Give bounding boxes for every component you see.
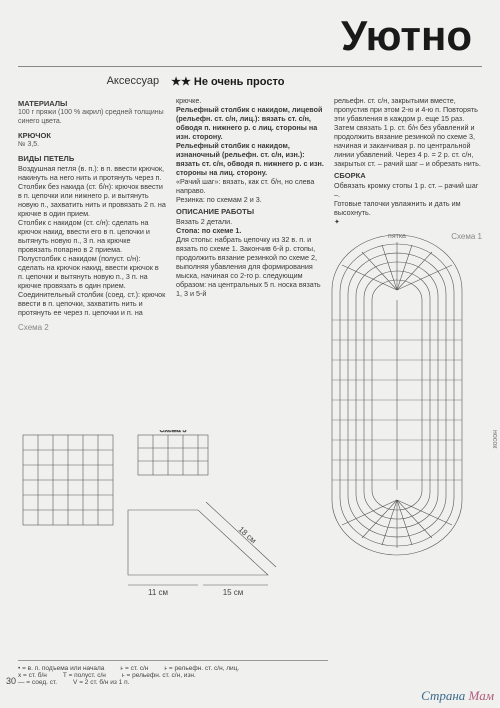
para: Воздушная петля (в. п.): в п. ввести крю… <box>18 164 166 182</box>
para: Рельефный столбик с накидом, лицевой (ре… <box>176 105 324 141</box>
schema1-top-label: пятка <box>388 233 406 240</box>
para: Столбик без накида (ст. б/н): крючок вве… <box>18 182 166 218</box>
para: Полустолбик с накидом (полуст. с/н): сде… <box>18 254 166 290</box>
page-number: 30 <box>6 676 16 686</box>
end-symbol: ✦ <box>334 217 482 226</box>
para: Стопа: по схеме 1. <box>176 226 324 235</box>
legend-item: ⱶ = рельефн. ст. с/н, лиц. <box>164 665 239 672</box>
para: рельефн. ст. с/н, закрытыми вместе, проп… <box>334 96 482 168</box>
para: Рельефный столбик с накидом, изнаночный … <box>176 141 324 177</box>
legend-item: ⱶ = рельефн. ст. с/н, изн. <box>122 672 196 679</box>
materials-text: 100 г пряжи (100 % акрил) средней толщин… <box>18 109 166 127</box>
work-heading: ОПИСАНИЕ РАБОТЫ <box>176 207 324 216</box>
rule <box>18 66 482 67</box>
materials-heading: МАТЕРИАЛЫ <box>18 99 166 108</box>
stitches-heading: ВИДЫ ПЕТЕЛЬ <box>18 154 166 163</box>
assembly-heading: СБОРКА <box>334 171 482 180</box>
subhead-row: Аксессуар ★★ Не очень просто <box>18 75 482 88</box>
legend-item: — = соед. ст. <box>18 679 57 686</box>
legend-item: • = в. п. подъема или начала <box>18 665 104 672</box>
dim-18: 18 см <box>237 525 258 545</box>
legend-item: ⱶ = ст. с/н <box>120 665 148 672</box>
column-1: МАТЕРИАЛЫ 100 г пряжи (100 % акрил) сред… <box>18 96 166 333</box>
para: Соединительный столбик (соед. ст.): крюч… <box>18 290 166 317</box>
para: Готовые тапочки увлажнить и дать им высо… <box>334 199 482 217</box>
schema2-diagram: Схема 3 18 см 11 см 15 см <box>18 430 308 630</box>
page-title: Уютно <box>18 12 482 60</box>
para: Столбик с накидом (ст. с/н): сделать на … <box>18 218 166 254</box>
hook-text: № 3,5. <box>18 141 166 150</box>
para: Резинка: по схемам 2 и 3. <box>176 195 324 204</box>
hook-heading: КРЮЧОК <box>18 131 166 140</box>
column-2: крючке. Рельефный столбик с накидом, лиц… <box>176 96 324 333</box>
stitch-legend: • = в. п. подъема или начала ⱶ = ст. с/н… <box>18 660 328 686</box>
legend-item: V = 2 ст. б/н из 1 п. <box>73 679 129 686</box>
watermark: Страна Мам <box>421 688 494 704</box>
dim-15: 15 см <box>223 588 244 597</box>
dim-11: 11 см <box>148 588 168 597</box>
para: крючке. <box>176 96 324 105</box>
para: Вязать 2 детали. <box>176 217 324 226</box>
watermark-b: Мам <box>469 688 494 703</box>
para: «Рачий шаг»: вязать, как ст. б/н, но сле… <box>176 177 324 195</box>
svg-text:Схема 3: Схема 3 <box>160 430 187 434</box>
para: Обвязать кромку стопы 1 р. ст. – рачий ш… <box>334 181 482 199</box>
schema2-label: Схема 2 <box>18 323 166 333</box>
schema1-diagram: пятка <box>312 230 482 560</box>
page: Уютно Аксессуар ★★ Не очень просто МАТЕР… <box>0 0 500 708</box>
schema1-bottom-label: носок <box>491 430 498 448</box>
category-label: Аксессуар <box>18 75 171 88</box>
watermark-a: Страна <box>421 688 465 703</box>
difficulty-label: ★★ Не очень просто <box>171 75 284 88</box>
legend-item: x = ст. б/н <box>18 672 47 679</box>
legend-item: T = полуст. с/н <box>63 672 106 679</box>
para: Для стопы: набрать цепочку из 32 в. п. и… <box>176 235 324 298</box>
